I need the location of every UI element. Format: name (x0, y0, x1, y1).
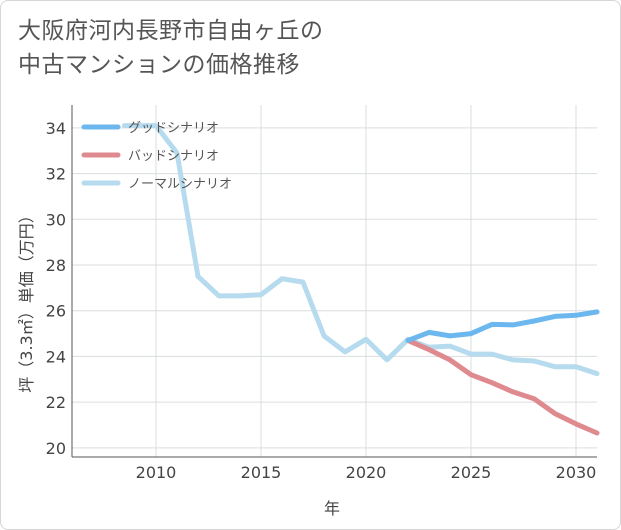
x-tick-label-2020: 2020 (346, 463, 387, 482)
x-tick-label-2015: 2015 (241, 463, 282, 482)
y-axis-title: 坪（3.3㎡）単価（万円） (17, 207, 36, 392)
chart-title-line-1: 大阪府河内長野市自由ヶ丘の (18, 18, 324, 44)
y-tick-label-24: 24 (46, 347, 66, 366)
series-line-2 (405, 337, 600, 436)
y-tick-label-30: 30 (46, 210, 66, 229)
y-tick-label-20: 20 (46, 439, 66, 458)
y-tick-labels: 20 22 24 26 28 30 32 34 (46, 119, 66, 458)
legend-label-2: バッドシナリオ (128, 149, 219, 164)
series-line-1 (405, 309, 600, 343)
legend-label-3: ノーマルシナリオ (128, 177, 232, 192)
chart-title-line-2: 中古マンションの価格推移 (18, 52, 300, 78)
y-tick-label-22: 22 (46, 393, 66, 412)
legend-label-1: グッドシナリオ (128, 121, 219, 136)
series-line-3 (122, 123, 600, 377)
x-tick-labels: 2010 2015 2020 2025 2030 (136, 463, 597, 482)
x-tick-label-2010: 2010 (136, 463, 177, 482)
y-tick-label-34: 34 (46, 119, 66, 138)
x-tick-label-2025: 2025 (451, 463, 492, 482)
y-tick-label-26: 26 (46, 302, 66, 321)
x-axis-title: 年 (324, 499, 340, 518)
y-tick-label-28: 28 (46, 256, 66, 275)
series-lines (122, 123, 600, 436)
chart-title: 大阪府河内長野市自由ヶ丘の 中古マンションの価格推移 (18, 14, 324, 82)
x-tick-label-2030: 2030 (556, 463, 597, 482)
axes (71, 105, 597, 458)
y-tick-label-32: 32 (46, 165, 66, 184)
